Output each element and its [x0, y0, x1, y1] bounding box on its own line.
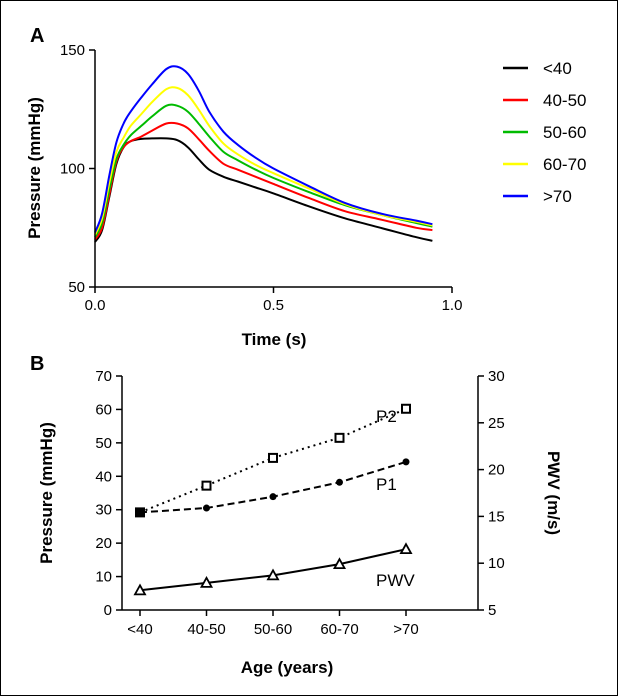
x-tick-label: <40 — [127, 621, 152, 638]
panel-a-legend: <40 40-50 50-60 60-70 >70 — [503, 59, 586, 206]
y-tick-label: 60 — [95, 401, 112, 418]
panel-b-series-labels: P2 P1 PWV — [376, 407, 415, 590]
panel-a-y-label: Pressure (mmHg) — [25, 97, 44, 239]
data-point-pwv — [199, 576, 214, 588]
data-point-pwv — [399, 542, 413, 555]
panel-a-x-label: Time (s) — [242, 330, 307, 349]
y-tick-label: 70 — [95, 368, 112, 385]
y-tick-label: 150 — [60, 42, 85, 59]
panel-b: B 0 10 20 30 40 50 60 70 5 10 15 20 25 30 <40 40-50 50… — [30, 353, 563, 677]
x-tick-label: 0.5 — [263, 297, 284, 314]
legend-label-50-60: 50-60 — [543, 123, 586, 142]
right-y-tick-label: 5 — [488, 602, 496, 619]
y-tick-label: 30 — [95, 502, 112, 519]
y-tick-label: 50 — [68, 279, 85, 296]
panel-a: A 50 100 150 0.0 0.5 1.0 Time (s) Pressure (… — [25, 25, 586, 349]
panel-b-x-ticks: <40 40-50 50-60 60-70 >70 — [127, 610, 419, 638]
x-tick-label: >70 — [393, 621, 418, 638]
right-y-tick-label: 10 — [488, 555, 505, 572]
panel-b-right-y-label: PWV (m/s) — [544, 451, 563, 535]
right-y-tick-label: 25 — [488, 415, 505, 432]
panel-b-left-y-ticks: 0 10 20 30 40 50 60 70 — [95, 368, 122, 619]
panel-a-x-ticks: 0.0 0.5 1.0 — [85, 287, 463, 314]
panel-b-right-y-ticks: 5 10 15 20 25 30 — [478, 368, 505, 619]
panel-b-letter: B — [30, 353, 44, 375]
panel-b-x-label: Age (years) — [241, 658, 334, 677]
panel-b-y-label: Pressure (mmHg) — [37, 422, 56, 564]
x-tick-label: 0.0 — [85, 297, 106, 314]
data-point-pwv — [266, 568, 280, 581]
data-point-p2 — [401, 403, 411, 414]
legend-label-gt70: >70 — [543, 187, 572, 206]
panel-b-plot-area — [133, 403, 413, 596]
x-tick-label: 40-50 — [187, 621, 225, 638]
right-y-tick-label: 20 — [488, 462, 505, 479]
right-y-tick-label: 15 — [488, 508, 505, 525]
data-point-p2 — [268, 452, 278, 463]
data-point-p1 — [402, 458, 410, 466]
data-point-p1 — [336, 478, 343, 486]
y-tick-label: 10 — [95, 569, 112, 586]
data-point-pwv — [332, 557, 347, 570]
y-tick-label: 40 — [95, 468, 112, 485]
legend-label-40-50: 40-50 — [543, 91, 586, 110]
series-line-50-60 — [94, 103, 433, 238]
data-point-p1 — [136, 508, 144, 517]
series-line-gt70 — [94, 65, 433, 233]
y-tick-label: 0 — [104, 602, 112, 619]
panel-a-y-ticks: 50 100 150 — [60, 42, 95, 296]
legend-label-lt40: <40 — [543, 59, 572, 78]
y-tick-label: 50 — [95, 435, 112, 452]
x-tick-label: 60-70 — [320, 621, 358, 638]
panel-a-letter: A — [30, 25, 44, 47]
data-point-pwv — [133, 583, 147, 596]
legend-label-60-70: 60-70 — [543, 155, 586, 174]
x-tick-label: 1.0 — [442, 297, 463, 314]
series-label-p1: P1 — [376, 475, 397, 494]
right-y-tick-label: 30 — [488, 368, 505, 385]
series-line-60-70 — [94, 86, 433, 236]
series-label-pwv: PWV — [376, 571, 415, 590]
data-point-p1 — [203, 504, 210, 512]
y-tick-label: 20 — [95, 535, 112, 552]
data-point-p2 — [334, 432, 345, 443]
data-point-p1 — [269, 493, 277, 501]
panel-a-plot-area — [94, 65, 433, 243]
y-tick-label: 100 — [60, 161, 85, 178]
data-point-p2 — [201, 480, 212, 491]
series-label-p2: P2 — [376, 407, 397, 426]
x-tick-label: 50-60 — [254, 621, 292, 638]
